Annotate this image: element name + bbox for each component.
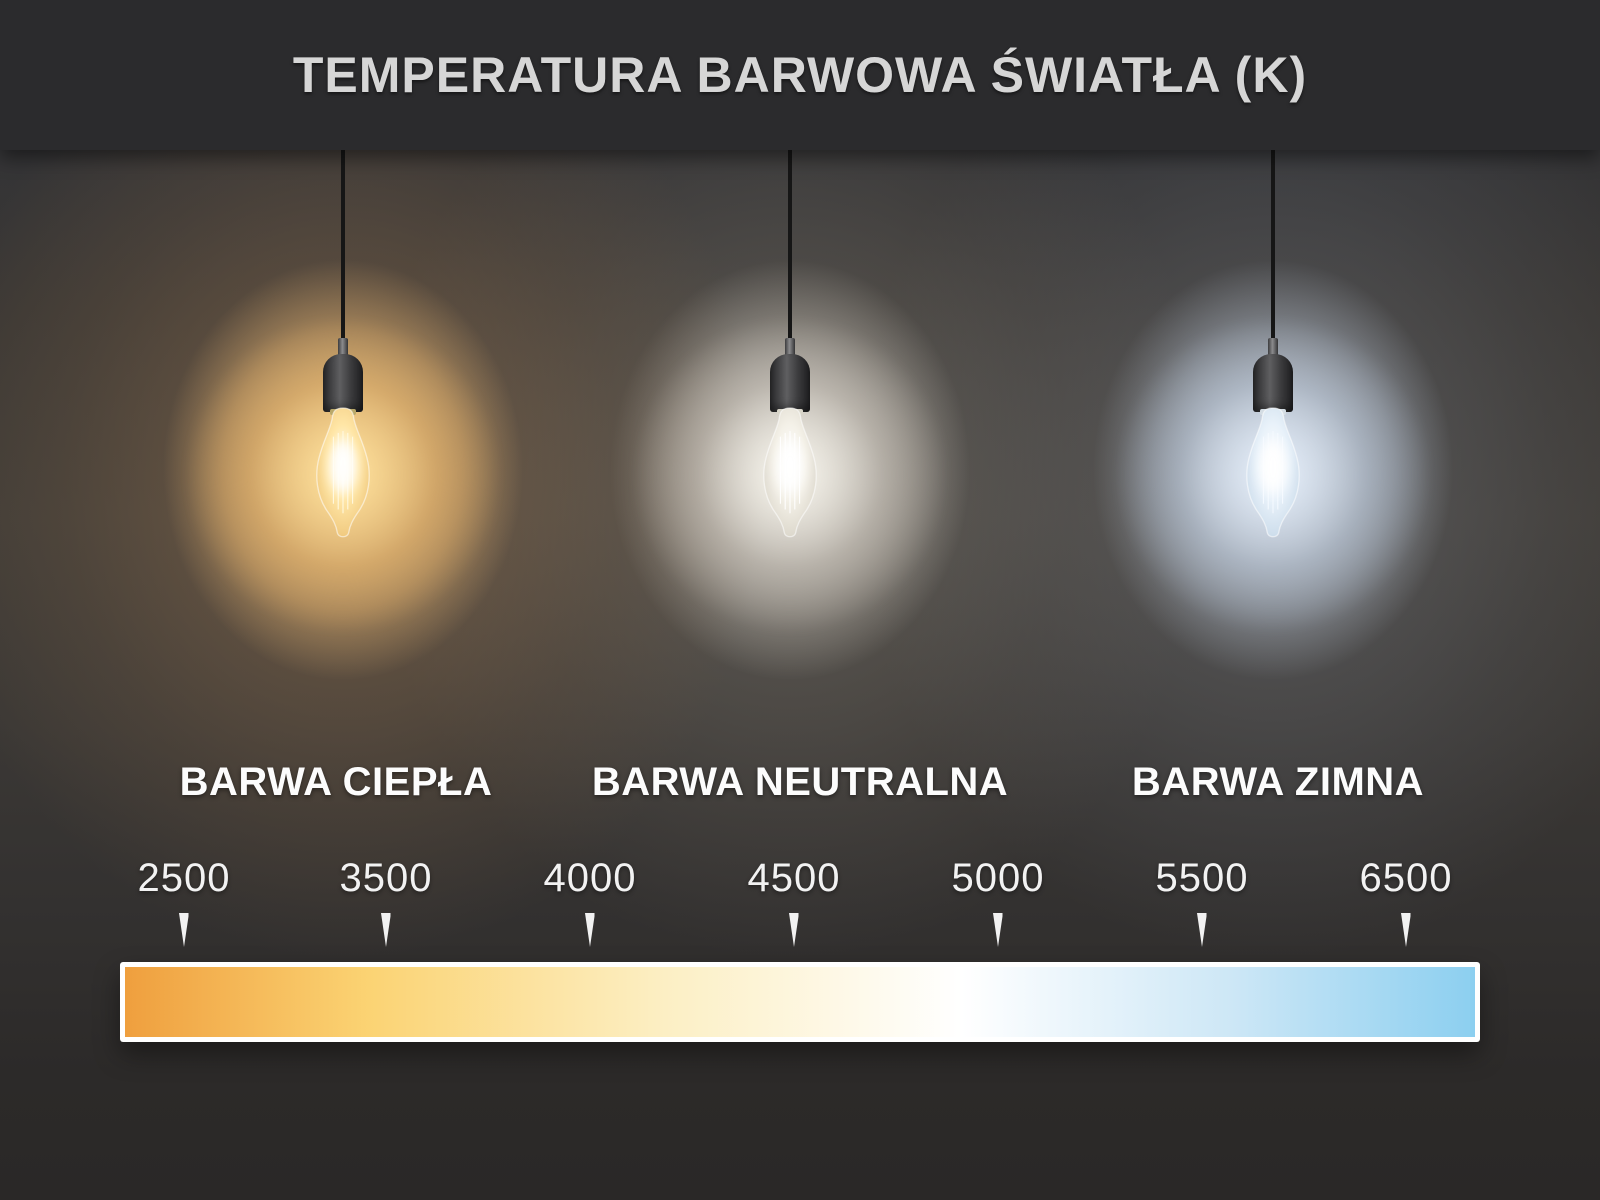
tick-arrow-icon (380, 913, 391, 947)
scale-tick-3500: 3500 (340, 856, 433, 947)
cord (341, 150, 345, 342)
lamp-socket (323, 354, 363, 412)
neutral-bulb-icon (763, 407, 817, 538)
cord-connector (1268, 338, 1278, 356)
tick-arrow-icon (992, 913, 1003, 947)
temperature-gradient-bar (120, 962, 1480, 1042)
cord-connector (338, 338, 348, 356)
tick-value: 4500 (747, 856, 841, 900)
label-neutral: BARWA NEUTRALNA (591, 760, 1009, 804)
label-cool: BARWA ZIMNA (1131, 760, 1425, 804)
pendant-neutral (570, 150, 1010, 695)
cord-connector (785, 338, 795, 356)
lamp-socket (1253, 354, 1293, 412)
scale-tick-4500: 4500 (748, 856, 841, 947)
tick-arrow-icon (788, 913, 799, 947)
page-title: TEMPERATURA BARWOWA ŚWIATŁA (K) (292, 47, 1308, 103)
tick-arrow-icon (1400, 913, 1411, 947)
warm-bulb-icon (316, 407, 370, 538)
pendant-cool (1053, 150, 1493, 695)
scale-tick-2500: 2500 (138, 856, 231, 947)
tick-value: 6500 (1359, 856, 1453, 900)
tick-value: 3500 (339, 856, 433, 900)
cord (1271, 150, 1275, 342)
cool-bulb-icon (1246, 407, 1300, 538)
tick-arrow-icon (178, 913, 189, 947)
header: TEMPERATURA BARWOWA ŚWIATŁA (K) (0, 0, 1600, 150)
tick-value: 2500 (137, 856, 231, 900)
temperature-gradient-fill (125, 967, 1475, 1037)
tick-value: 5500 (1155, 856, 1249, 900)
scale-tick-6500: 6500 (1360, 856, 1453, 947)
scale-tick-5500: 5500 (1156, 856, 1249, 947)
tick-value: 5000 (951, 856, 1045, 900)
pendant-warm (123, 150, 563, 695)
tick-value: 4000 (543, 856, 637, 900)
lamp-socket (770, 354, 810, 412)
label-warm: BARWA CIEPŁA (179, 760, 493, 804)
scale-tick-5000: 5000 (952, 856, 1045, 947)
tick-arrow-icon (1196, 913, 1207, 947)
cord (788, 150, 792, 342)
scale-tick-4000: 4000 (544, 856, 637, 947)
tick-arrow-icon (584, 913, 595, 947)
